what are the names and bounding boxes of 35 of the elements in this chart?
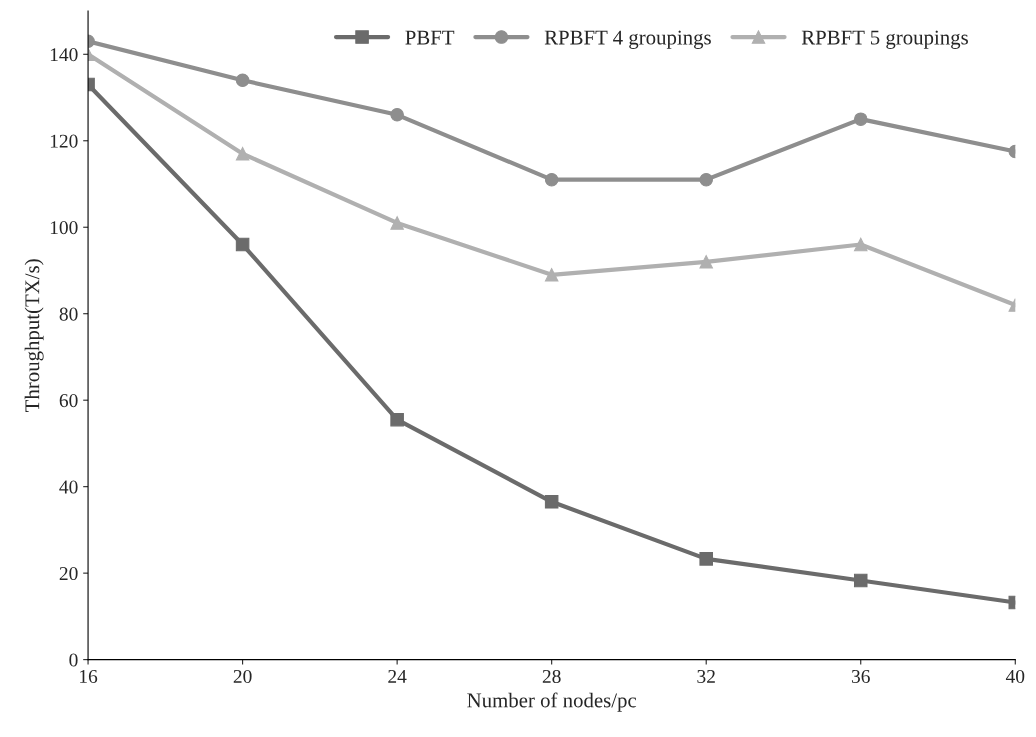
x-tick-label: 40 bbox=[1005, 669, 1025, 684]
x-tick-label: 28 bbox=[542, 669, 561, 684]
point bbox=[544, 268, 559, 282]
y-tick-label: 140 bbox=[50, 48, 78, 62]
point bbox=[853, 112, 868, 126]
legend-label: PBFT bbox=[405, 30, 455, 45]
point bbox=[544, 172, 559, 187]
x-tick-label: 24 bbox=[388, 669, 407, 683]
point bbox=[390, 216, 404, 230]
y-tick-label: 60 bbox=[59, 394, 78, 408]
y-tick-label: 40 bbox=[59, 480, 78, 494]
y-tick-label: 80 bbox=[59, 307, 78, 321]
point bbox=[390, 412, 404, 427]
point bbox=[235, 73, 250, 87]
point bbox=[699, 255, 713, 269]
point bbox=[853, 237, 868, 252]
x-tick-label: 36 bbox=[851, 669, 870, 684]
legend-label: RPBFT 4 groupings bbox=[544, 30, 711, 49]
point bbox=[853, 573, 868, 588]
point bbox=[235, 146, 250, 161]
legend-label: RPBFT 5 groupings bbox=[801, 30, 968, 49]
x-tick-label: 32 bbox=[697, 669, 715, 684]
point bbox=[699, 552, 713, 566]
x-axis-title: Number of nodes/pc bbox=[467, 692, 637, 712]
y-tick-label: 20 bbox=[59, 566, 78, 581]
x-tick-label: 20 bbox=[233, 669, 252, 684]
y-tick-label: 100 bbox=[50, 221, 78, 235]
point bbox=[544, 495, 559, 509]
x-tick-label: 16 bbox=[80, 669, 98, 684]
point bbox=[390, 108, 404, 122]
y-axis-title: Throughput(TX/s) bbox=[24, 259, 44, 412]
y-tick-label: 0 bbox=[69, 653, 78, 667]
y-tick-label: 120 bbox=[50, 134, 78, 148]
point bbox=[235, 237, 250, 252]
point bbox=[699, 172, 713, 187]
